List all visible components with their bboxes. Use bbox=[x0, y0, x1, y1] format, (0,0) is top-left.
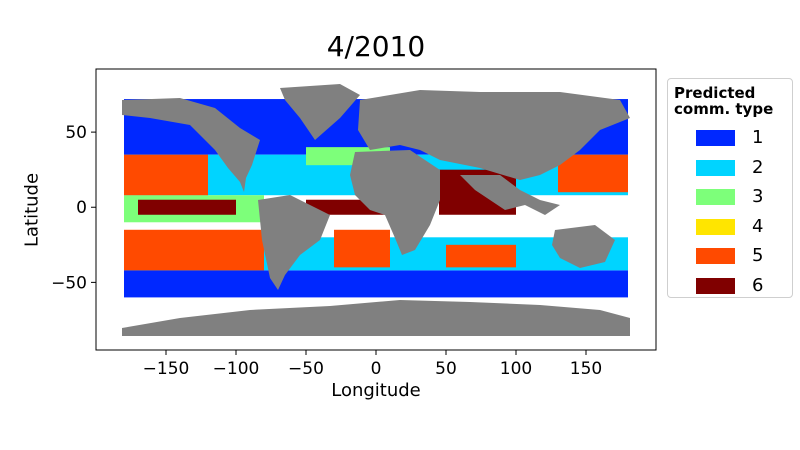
legend-swatch bbox=[696, 277, 735, 294]
legend-swatch bbox=[696, 218, 735, 235]
land-antarctica bbox=[122, 300, 630, 336]
y-tick-label: 0 bbox=[76, 198, 87, 218]
ocean-band-type-5 bbox=[124, 154, 208, 196]
x-tick-label: 100 bbox=[500, 359, 532, 379]
x-tick-label: −150 bbox=[143, 359, 190, 379]
land-north-america bbox=[122, 98, 260, 192]
ocean-band-type-6 bbox=[138, 199, 236, 215]
chart-title: 4/2010 bbox=[326, 30, 426, 63]
legend-swatch bbox=[696, 130, 735, 146]
legend-label: 5 bbox=[752, 245, 764, 266]
ocean-band-type-5 bbox=[334, 229, 390, 268]
land-south-america bbox=[258, 195, 330, 290]
legend: Predicted comm. type 1 2 3 4 5 6 bbox=[667, 78, 793, 298]
y-tick-label: −50 bbox=[51, 273, 87, 293]
x-tick-label: 0 bbox=[371, 359, 382, 379]
x-tick-label: 150 bbox=[570, 359, 602, 379]
x-axis-ticks: −150 −100 −50 0 50 100 150 bbox=[143, 350, 602, 379]
land-south-asia bbox=[460, 175, 560, 215]
land-masses bbox=[122, 84, 630, 336]
legend-swatch bbox=[696, 189, 735, 205]
land-greenland bbox=[280, 84, 360, 140]
legend-swatch bbox=[696, 248, 735, 264]
legend-entry: 6 bbox=[696, 274, 791, 296]
x-tick-label: 50 bbox=[435, 359, 457, 379]
land-africa bbox=[350, 150, 440, 255]
legend-entry: 1 bbox=[696, 127, 791, 148]
legend-label: 6 bbox=[752, 274, 764, 296]
legend-entry: 2 bbox=[696, 156, 791, 178]
y-axis-label: Latitude bbox=[21, 172, 43, 248]
x-axis-label: Longitude bbox=[331, 380, 421, 401]
y-tick-label: 50 bbox=[65, 123, 87, 143]
legend-title-line: comm. type bbox=[674, 100, 774, 118]
legend-label: 2 bbox=[752, 156, 764, 178]
ocean-band-type-5 bbox=[558, 154, 628, 193]
y-axis-ticks: −50 0 50 bbox=[51, 123, 96, 293]
land-australia bbox=[552, 225, 615, 268]
legend-entry: 5 bbox=[696, 245, 791, 266]
x-tick-label: −50 bbox=[288, 359, 324, 379]
legend-label: 1 bbox=[752, 127, 764, 148]
legend-entry: 4 bbox=[696, 215, 791, 237]
legend-swatch bbox=[696, 159, 735, 176]
legend-title: Predicted comm. type bbox=[674, 85, 792, 117]
legend-label: 4 bbox=[752, 215, 764, 237]
legend-label: 3 bbox=[752, 186, 764, 207]
legend-title-line: Predicted bbox=[674, 84, 756, 102]
ocean-band-type-5 bbox=[446, 244, 516, 268]
legend-entry: 3 bbox=[696, 186, 791, 207]
ocean-band-type-1 bbox=[124, 270, 628, 298]
land-eurasia bbox=[358, 90, 630, 180]
x-tick-label: −100 bbox=[213, 359, 260, 379]
ocean-band-type-5 bbox=[124, 229, 264, 271]
